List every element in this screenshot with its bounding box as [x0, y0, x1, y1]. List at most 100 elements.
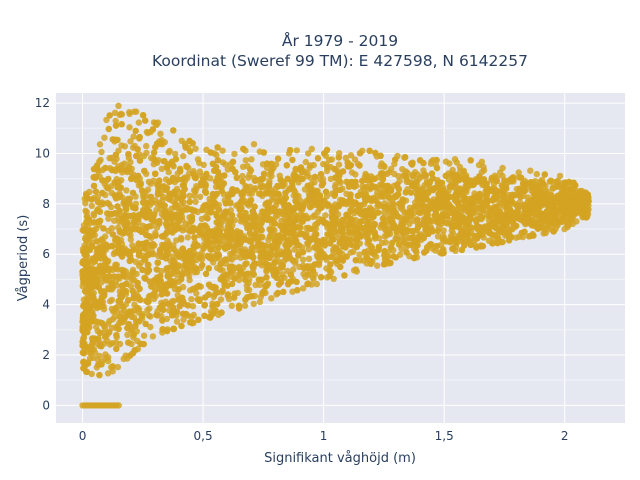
data-point	[118, 161, 126, 169]
data-point	[191, 234, 198, 241]
data-point	[237, 239, 244, 246]
data-point	[228, 212, 236, 219]
data-point	[108, 204, 115, 211]
data-point	[199, 206, 206, 214]
data-point	[350, 248, 357, 255]
data-point	[103, 241, 110, 249]
data-point	[158, 165, 165, 172]
data-point	[229, 165, 236, 172]
data-point	[180, 152, 187, 160]
data-point	[471, 197, 478, 204]
data-point	[506, 227, 513, 235]
data-point	[226, 218, 234, 226]
data-point	[212, 284, 219, 291]
data-point	[134, 146, 141, 153]
data-point	[278, 217, 285, 225]
data-point	[417, 202, 425, 209]
data-point	[438, 179, 446, 187]
data-point	[158, 140, 166, 148]
data-point	[114, 363, 122, 371]
data-point	[227, 268, 235, 276]
data-point	[534, 219, 541, 226]
data-point	[228, 280, 236, 288]
data-point	[146, 208, 153, 215]
data-point	[249, 249, 256, 256]
data-point	[113, 235, 121, 242]
data-point	[360, 185, 368, 192]
data-point	[198, 215, 206, 223]
data-point	[98, 288, 105, 295]
data-point	[260, 288, 267, 295]
data-point	[537, 224, 544, 231]
data-point	[253, 226, 260, 233]
data-point	[225, 194, 232, 201]
data-point	[136, 157, 144, 164]
data-point	[162, 209, 169, 216]
data-point	[343, 253, 350, 260]
data-point	[310, 275, 317, 283]
data-point	[476, 204, 483, 212]
data-point	[141, 167, 148, 175]
data-point	[96, 352, 103, 360]
data-point	[123, 187, 130, 194]
data-point	[565, 178, 573, 186]
data-point	[274, 155, 282, 162]
data-point	[352, 171, 359, 178]
data-point	[291, 246, 298, 253]
data-point	[356, 150, 364, 157]
data-point	[268, 168, 275, 175]
data-point	[104, 199, 111, 207]
data-point	[347, 241, 355, 248]
data-point	[99, 189, 106, 197]
data-point	[146, 305, 153, 312]
data-point	[214, 144, 221, 151]
data-point	[305, 255, 313, 262]
data-point	[182, 261, 189, 268]
data-point	[400, 215, 407, 223]
data-point	[207, 206, 214, 213]
data-point	[300, 203, 307, 210]
data-point	[331, 191, 339, 198]
data-point	[372, 149, 379, 157]
data-point	[192, 198, 199, 205]
data-point	[533, 170, 540, 178]
scatter-points	[79, 102, 592, 409]
data-point	[197, 193, 204, 200]
data-point	[184, 269, 191, 277]
data-point	[347, 191, 354, 198]
data-point	[153, 311, 160, 318]
data-point	[101, 134, 108, 141]
data-point	[144, 129, 152, 137]
data-point	[137, 180, 144, 187]
data-point	[217, 296, 225, 303]
data-point	[147, 323, 154, 331]
data-point	[473, 244, 480, 251]
data-point	[309, 213, 317, 220]
data-point	[79, 338, 86, 346]
data-point	[336, 249, 343, 256]
data-point	[422, 172, 429, 179]
data-point	[175, 296, 182, 303]
data-point	[155, 277, 162, 284]
data-point	[527, 179, 534, 186]
data-point	[121, 213, 129, 221]
data-point	[338, 255, 345, 262]
data-point	[96, 141, 104, 148]
data-point	[187, 319, 194, 326]
data-point	[132, 204, 139, 212]
data-point	[147, 283, 155, 290]
data-point	[215, 244, 222, 251]
data-point	[239, 172, 246, 180]
data-point	[135, 119, 142, 126]
data-point	[110, 250, 118, 258]
data-point	[234, 289, 241, 297]
chart-title-line-1: År 1979 - 2019	[282, 31, 398, 50]
data-point	[286, 147, 294, 154]
data-point	[163, 248, 170, 256]
data-point	[243, 286, 251, 294]
data-point	[377, 152, 384, 159]
data-point	[150, 161, 157, 168]
data-point	[189, 303, 197, 310]
data-point	[337, 263, 344, 271]
data-point	[112, 122, 120, 129]
